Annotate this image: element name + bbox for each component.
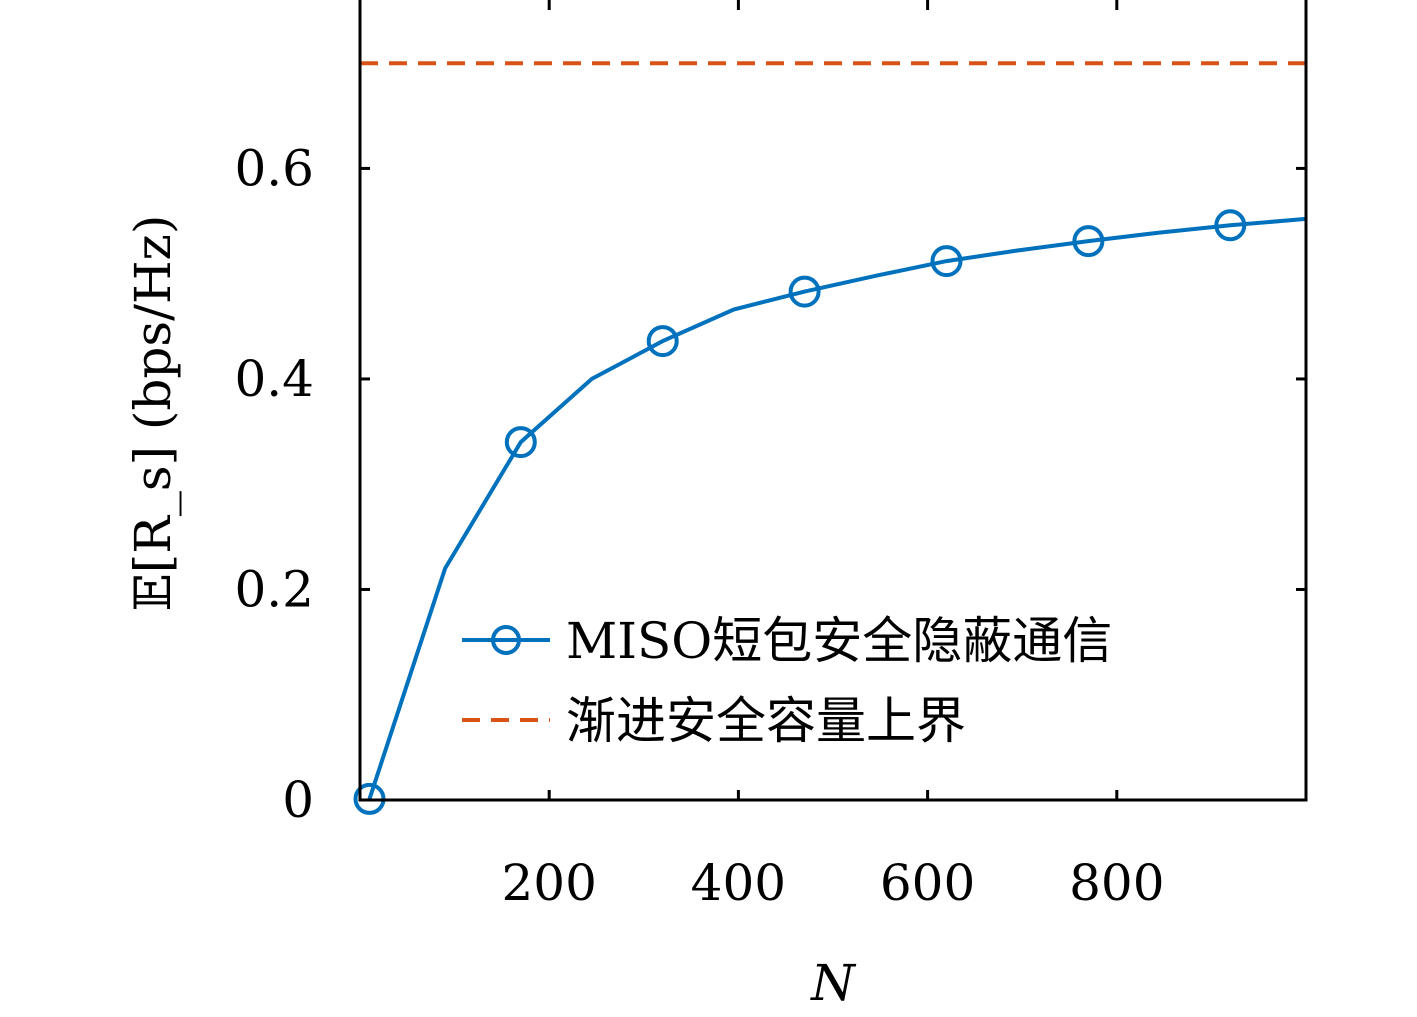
series-marker-point xyxy=(1072,225,1105,258)
series-marker-point xyxy=(1214,209,1247,242)
ticks-layer: 200 400 600 800 0 0.2 0.4 0.6 xyxy=(234,0,1306,912)
legend-label-miso: MISO短包安全隐蔽通信 xyxy=(566,612,1112,670)
y-tick-label: 0.2 xyxy=(234,560,314,618)
x-tick-label: 800 xyxy=(1069,854,1164,912)
series-marker-point xyxy=(930,245,963,278)
y-tick-label: 0.6 xyxy=(234,139,314,197)
legend: MISO短包安全隐蔽通信 渐进安全容量上界 xyxy=(462,612,1112,750)
plot-frame xyxy=(358,0,1308,802)
x-axis-label: N xyxy=(810,954,857,1012)
series-marker-point xyxy=(646,325,679,358)
x-tick-label: 400 xyxy=(691,854,786,912)
y-tick-label: 0 xyxy=(282,771,314,829)
legend-marker-miso xyxy=(491,625,521,655)
series-layer xyxy=(353,61,1307,815)
y-axis-label: 𝔼[R_s] (bps/Hz) xyxy=(124,215,182,612)
x-tick-label: 600 xyxy=(880,854,975,912)
x-tick-label: 200 xyxy=(501,854,596,912)
y-tick-label: 0.4 xyxy=(234,350,314,408)
series-marker-point xyxy=(504,426,537,459)
series-marker-point xyxy=(788,275,821,308)
legend-label-bound: 渐进安全容量上界 xyxy=(566,692,966,750)
